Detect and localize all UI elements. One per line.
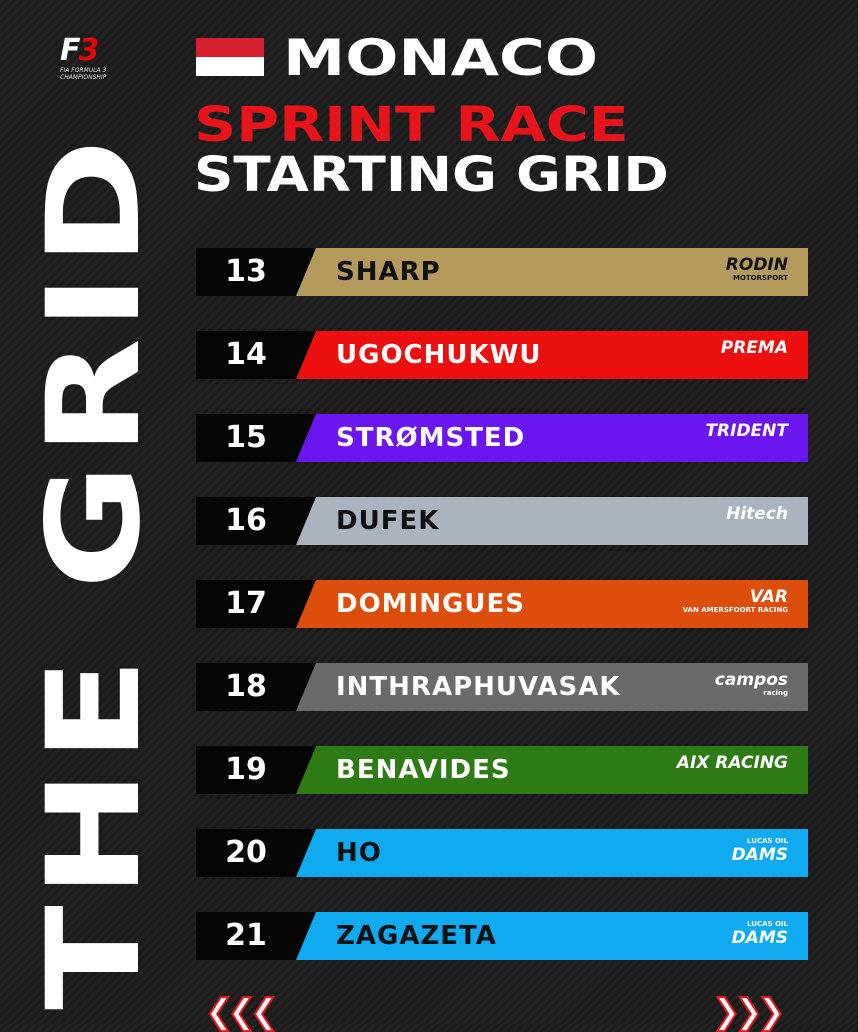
next-arrows-icon[interactable]: ❯❯❯ [711,991,787,1032]
team-name: DAMS [731,928,788,948]
team-logo: Hitech [726,505,788,523]
team-color-bar: DOMINGUES VAR VAN AMERSFOORT RACING [296,580,808,628]
team-logo: LUCAS OIL DAMS [732,837,788,864]
team-color-bar: BENAVIDES AIX RACING [296,746,808,794]
team-name: PREMA [720,338,788,358]
side-title: THE GRID [20,131,169,1010]
team-logo: PREMA [721,339,788,357]
driver-name: SHARP [336,257,441,287]
grid-row: 20 HO LUCAS OIL DAMS [196,829,808,877]
logo-3: 3 [78,33,100,68]
team-color-bar: SHARP RODIN MOTORSPORT [296,248,808,296]
position-number: 14 [225,337,267,372]
team-logo: campos racing [715,671,788,698]
driver-name: UGOCHUKWU [336,340,542,370]
driver-name: HO [336,838,382,868]
position-box: 13 [196,248,321,296]
position-number: 17 [225,586,267,621]
position-box: 20 [196,829,321,877]
grid-row: 13 SHARP RODIN MOTORSPORT [196,248,808,296]
position-box: 16 [196,497,321,545]
team-color-bar: DUFEK Hitech [296,497,808,545]
team-color-bar: ZAGAZETA LUCAS OIL DAMS [296,912,808,960]
prev-arrows-icon[interactable]: ❮❮❮ [204,991,280,1032]
team-sub: racing [763,689,788,697]
position-number: 13 [225,254,267,289]
team-name: TRIDENT [705,421,788,441]
team-name: VAR [749,587,788,607]
driver-name: STRØMSTED [336,423,526,453]
driver-name: DUFEK [336,506,440,536]
driver-name: INTHRAPHUVASAK [336,672,621,702]
position-number: 18 [225,669,267,704]
team-sub: LUCAS OIL [747,920,788,928]
grid-row: 14 UGOCHUKWU PREMA [196,331,808,379]
team-logo: TRIDENT [705,422,788,440]
driver-name: DOMINGUES [336,589,525,619]
location-title: MONACO [283,29,599,87]
grid-row: 15 STRØMSTED TRIDENT [196,414,808,462]
team-sub: MOTORSPORT [732,274,788,282]
race-title: SPRINT RACE [194,97,629,153]
team-name: AIX RACING [676,753,788,773]
position-number: 16 [225,503,267,538]
position-number: 21 [225,918,267,953]
team-name: Hitech [726,504,788,524]
team-name: RODIN [725,255,788,275]
team-color-bar: HO LUCAS OIL DAMS [296,829,808,877]
grid-row: 18 INTHRAPHUVASAK campos racing [196,663,808,711]
team-color-bar: INTHRAPHUVASAK campos racing [296,663,808,711]
subtitle: STARTING GRID [194,147,669,203]
position-number: 19 [225,752,267,787]
team-logo: VAR VAN AMERSFOORT RACING [683,588,788,615]
team-logo: AIX RACING [677,754,788,772]
grid-row: 19 BENAVIDES AIX RACING [196,746,808,794]
position-number: 20 [225,835,267,870]
team-color-bar: STRØMSTED TRIDENT [296,414,808,462]
position-number: 15 [225,420,267,455]
grid-row: 21 ZAGAZETA LUCAS OIL DAMS [196,912,808,960]
team-name: DAMS [731,845,788,865]
driver-name: BENAVIDES [336,755,511,785]
team-color-bar: UGOCHUKWU PREMA [296,331,808,379]
monaco-flag-icon [196,38,264,76]
team-name: campos [714,670,788,690]
logo-f: F [60,33,80,68]
grid-row: 17 DOMINGUES VAR VAN AMERSFOORT RACING [196,580,808,628]
position-box: 17 [196,580,321,628]
team-logo: LUCAS OIL DAMS [732,920,788,947]
f3-logo: F3 FIA FORMULA 3 CHAMPIONSHIP [60,33,150,82]
team-logo: RODIN MOTORSPORT [726,256,788,283]
team-sub: VAN AMERSFOORT RACING [682,606,788,614]
driver-name: ZAGAZETA [336,921,497,951]
team-sub: LUCAS OIL [747,837,788,845]
logo-subtitle: FIA FORMULA 3 CHAMPIONSHIP [60,67,107,81]
grid-row: 16 DUFEK Hitech [196,497,808,545]
